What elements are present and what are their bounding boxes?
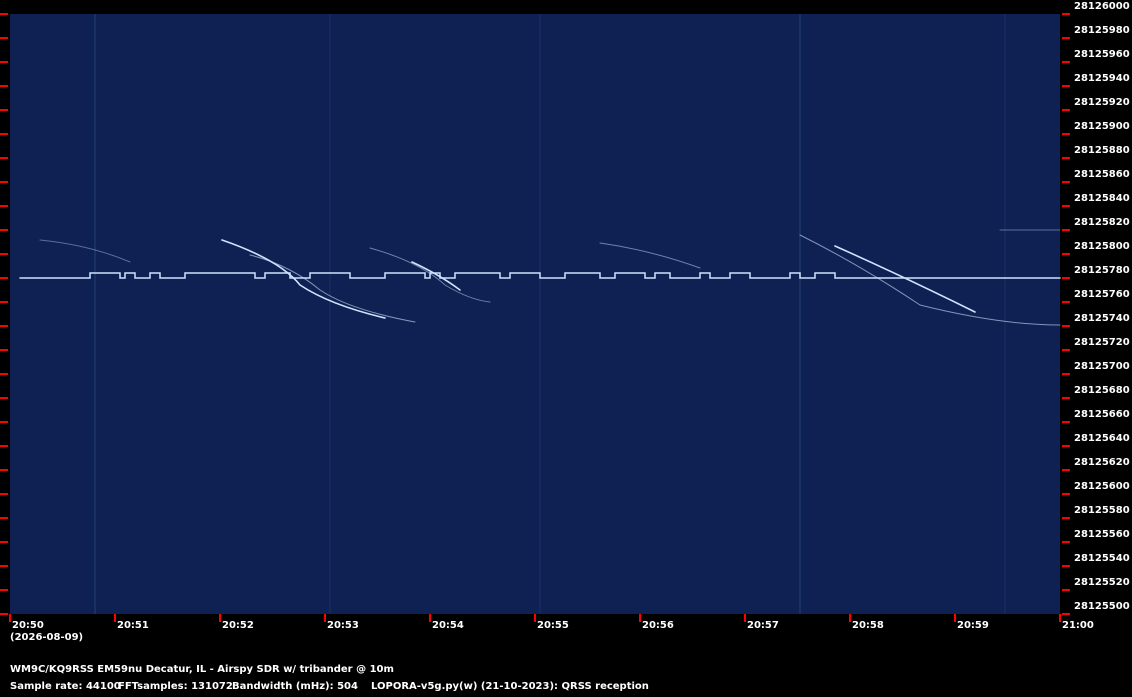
y-tick-label: 28125840 (1074, 193, 1130, 204)
x-tick-label: 20:58 (852, 620, 884, 631)
y-tick-label: 28125960 (1074, 49, 1130, 60)
footer-station: WM9C/KQ9RSS EM59nu Decatur, IL - Airspy … (10, 664, 394, 675)
y-tick-label: 28125860 (1074, 169, 1130, 180)
y-tick-label: 28125900 (1074, 121, 1130, 132)
noise (94, 14, 1006, 614)
y-tick-label: 28125500 (1074, 601, 1130, 612)
footer-field: Bandwidth (mHz): 504 (232, 681, 358, 692)
y-tick-label: 28125600 (1074, 481, 1130, 492)
y-tick-label: 28125580 (1074, 505, 1130, 516)
footer-field: Sample rate: 44100 (10, 681, 121, 692)
x-tick-label: 20:56 (642, 620, 674, 631)
x-tick-label: 20:57 (747, 620, 779, 631)
x-tick-label: 20:50 (12, 620, 44, 631)
x-tick-label: 20:59 (957, 620, 989, 631)
y-tick-label: 28125760 (1074, 289, 1130, 300)
y-tick-label: 28125920 (1074, 97, 1130, 108)
signal-traces (19, 229, 1061, 326)
x-tick-label: 20:52 (222, 620, 254, 631)
x-tick-label: 20:54 (432, 620, 464, 631)
y-tick-label: 28125540 (1074, 553, 1130, 564)
y-tick-label: 28125620 (1074, 457, 1130, 468)
waterfall (10, 14, 1060, 614)
footer-field: FFTsamples: 131072 (118, 681, 233, 692)
y-tick-label: 28125660 (1074, 409, 1130, 420)
y-tick-label: 28125560 (1074, 529, 1130, 540)
y-tick-label: 28125640 (1074, 433, 1130, 444)
y-tick-label: 28125680 (1074, 385, 1130, 396)
y-tick-label: 28125820 (1074, 217, 1130, 228)
y-tick-label: 28125520 (1074, 577, 1130, 588)
y-tick-label: 28125880 (1074, 145, 1130, 156)
y-tick-label: 28125940 (1074, 73, 1130, 84)
y-tick-label: 28125800 (1074, 241, 1130, 252)
y-tick-label: 28125780 (1074, 265, 1130, 276)
x-tick-label: 20:53 (327, 620, 359, 631)
x-tick-label: 21:00 (1062, 620, 1094, 631)
x-tick-label: 20:55 (537, 620, 569, 631)
y-tick-label: 28125740 (1074, 313, 1130, 324)
y-tick-label: 28125700 (1074, 361, 1130, 372)
date-label: (2026-08-09) (10, 632, 83, 643)
y-tick-label: 28126000 (1074, 1, 1130, 12)
y-tick-label: 28125980 (1074, 25, 1130, 36)
footer-field: LOPORA-v5g.py(w) (21-10-2023): QRSS rece… (371, 681, 649, 692)
y-tick-label: 28125720 (1074, 337, 1130, 348)
x-tick-label: 20:51 (117, 620, 149, 631)
